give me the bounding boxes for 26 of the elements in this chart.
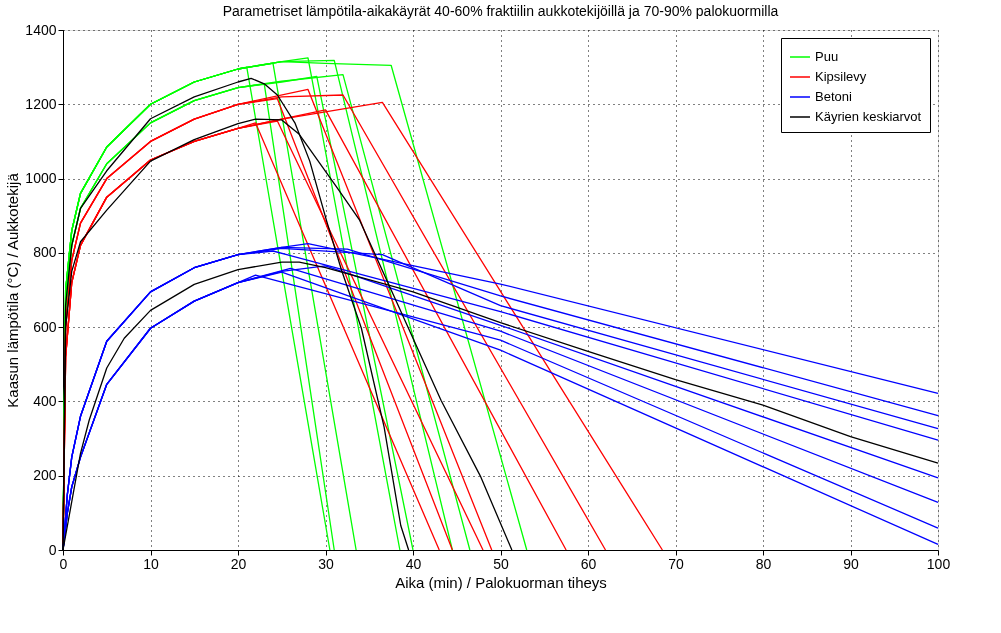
x-tick-label: 100 <box>926 555 951 572</box>
y-axis-title: Kaasun lämpötila (°C) / Aukkotekijä <box>4 172 22 408</box>
y-tick-label: 1400 <box>25 21 57 38</box>
chart-title: Parametriset lämpötila-aikakäyrät 40-60% fraktiilin aukkotekijöillä ja 70-90% palokuormilla <box>222 3 779 19</box>
y-tick-label: 1000 <box>25 170 57 187</box>
x-tick-label: 30 <box>318 555 334 572</box>
x-tick-label: 80 <box>755 555 772 572</box>
y-tick-label: 200 <box>33 467 57 484</box>
x-tick-label: 40 <box>405 555 422 572</box>
y-tick-label: 1200 <box>25 95 57 112</box>
x-tick-label: 0 <box>59 555 68 572</box>
y-tick-label: 800 <box>33 244 57 261</box>
legend-label: Kipsilevy <box>815 69 867 84</box>
x-tick-label: 60 <box>580 555 597 572</box>
x-tick-label: 70 <box>668 555 684 572</box>
y-tick-label: 0 <box>48 541 57 558</box>
legend-label: Käyrien keskiarvot <box>815 109 922 124</box>
x-tick-label: 10 <box>143 555 159 572</box>
legend-label: Betoni <box>815 89 852 104</box>
x-axis-title: Aika (min) / Palokuorman tiheys <box>395 573 607 591</box>
x-tick-label: 20 <box>230 555 247 572</box>
y-tick-label: 600 <box>33 318 57 335</box>
x-tick-label: 50 <box>493 555 509 572</box>
y-tick-label: 400 <box>33 392 57 409</box>
x-tick-label: 90 <box>843 555 859 572</box>
legend-label: Puu <box>815 49 839 64</box>
